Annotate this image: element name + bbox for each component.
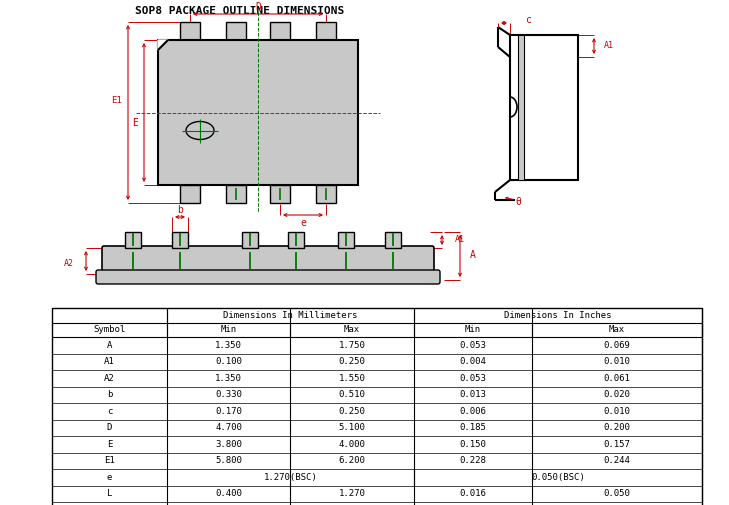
Text: Min: Min [220,326,237,334]
Text: 0.250: 0.250 [338,407,365,416]
Text: 0.250: 0.250 [338,357,365,366]
Bar [510,35,578,180]
Text: 1.350: 1.350 [215,341,242,350]
Text: b: b [107,390,112,399]
Text: A1: A1 [455,235,465,244]
Text: A: A [107,341,112,350]
Bar [226,185,246,203]
Text: 0.100: 0.100 [215,357,242,366]
Bar [226,22,246,40]
Text: 0.004: 0.004 [459,357,486,366]
Text: 0.170: 0.170 [215,407,242,416]
Text: 0.010: 0.010 [604,357,631,366]
Text: 1.550: 1.550 [338,374,365,383]
Bar [338,232,354,248]
Text: E: E [107,440,112,449]
Bar [172,232,188,248]
Bar [288,232,304,248]
Bar [158,40,358,185]
Text: 0.510: 0.510 [338,390,365,399]
Text: L: L [107,489,112,498]
Text: θ: θ [515,197,521,207]
Text: 4.000: 4.000 [338,440,365,449]
Text: c: c [525,15,531,25]
Text: 0.053: 0.053 [459,341,486,350]
Text: 0.400: 0.400 [215,489,242,498]
Bar [385,232,401,248]
Text: A2: A2 [104,374,115,383]
Text: c: c [107,407,112,416]
Text: 0.150: 0.150 [459,440,486,449]
Text: 0.050: 0.050 [604,489,631,498]
Text: 0.069: 0.069 [604,341,631,350]
Text: 0.010: 0.010 [604,407,631,416]
Bar [316,22,336,40]
Text: 0.053: 0.053 [459,374,486,383]
Text: 0.013: 0.013 [459,390,486,399]
Bar [518,35,524,180]
Text: E1: E1 [104,456,115,465]
Bar [270,22,290,40]
Text: 0.157: 0.157 [604,440,631,449]
Text: E1: E1 [112,96,122,105]
Bar [180,185,200,203]
Text: 3.800: 3.800 [215,440,242,449]
Text: A1: A1 [604,41,614,51]
Text: A2: A2 [64,259,74,268]
Text: 5.100: 5.100 [338,423,365,432]
Ellipse shape [186,122,214,139]
Text: e: e [300,218,306,228]
Text: SOP8 PACKAGE OUTLINE DIMENSIONS: SOP8 PACKAGE OUTLINE DIMENSIONS [136,6,345,16]
Bar [52,308,702,505]
Bar [270,185,290,203]
Text: 0.016: 0.016 [459,489,486,498]
Text: 0.185: 0.185 [459,423,486,432]
Text: 1.750: 1.750 [338,341,365,350]
Text: 0.020: 0.020 [604,390,631,399]
Text: Dimensions In Inches: Dimensions In Inches [504,311,612,320]
Text: A: A [470,250,476,260]
Text: 0.228: 0.228 [459,456,486,465]
Bar [180,22,200,40]
Text: A1: A1 [104,357,115,366]
Text: 0.200: 0.200 [604,423,631,432]
Bar [316,185,336,203]
Text: Max: Max [344,326,360,334]
Text: Symbol: Symbol [93,326,125,334]
Text: e: e [107,473,112,482]
Polygon shape [158,40,168,50]
Text: 0.061: 0.061 [604,374,631,383]
Text: 1.270(BSC): 1.270(BSC) [264,473,317,482]
Text: 1.270: 1.270 [338,489,365,498]
Text: Max: Max [609,326,625,334]
Bar [125,232,141,248]
Text: 5.800: 5.800 [215,456,242,465]
Text: E: E [132,118,138,127]
FancyBboxPatch shape [96,270,440,284]
Text: 6.200: 6.200 [338,456,365,465]
Text: 1.350: 1.350 [215,374,242,383]
Text: D: D [107,423,112,432]
Text: Min: Min [465,326,481,334]
Text: b: b [177,205,183,215]
Text: 0.006: 0.006 [459,407,486,416]
Text: 0.330: 0.330 [215,390,242,399]
Text: D: D [255,2,261,12]
Text: Dimensions In Millimeters: Dimensions In Millimeters [223,311,358,320]
Text: 0.244: 0.244 [604,456,631,465]
Text: 4.700: 4.700 [215,423,242,432]
Bar [242,232,258,248]
Text: 0.050(BSC): 0.050(BSC) [531,473,585,482]
FancyBboxPatch shape [102,246,434,276]
